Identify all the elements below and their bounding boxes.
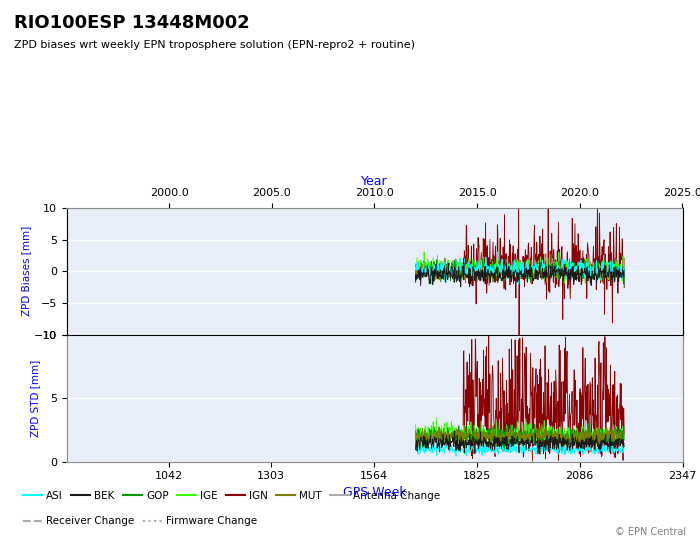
Legend: Receiver Change, Firmware Change: Receiver Change, Firmware Change [19, 512, 261, 530]
Legend: ASI, BEK, GOP, IGE, IGN, MUT, Antenna Change: ASI, BEK, GOP, IGE, IGN, MUT, Antenna Ch… [19, 487, 444, 505]
Y-axis label: ZPD Biases [mm]: ZPD Biases [mm] [20, 226, 31, 316]
X-axis label: GPS Week: GPS Week [343, 485, 406, 498]
X-axis label: Year: Year [361, 176, 388, 188]
Y-axis label: ZPD STD [mm]: ZPD STD [mm] [30, 360, 40, 437]
Text: ZPD biases wrt weekly EPN troposphere solution (EPN-repro2 + routine): ZPD biases wrt weekly EPN troposphere so… [14, 40, 415, 51]
Text: RIO100ESP 13448M002: RIO100ESP 13448M002 [14, 14, 250, 31]
Text: © EPN Central: © EPN Central [615, 527, 686, 537]
